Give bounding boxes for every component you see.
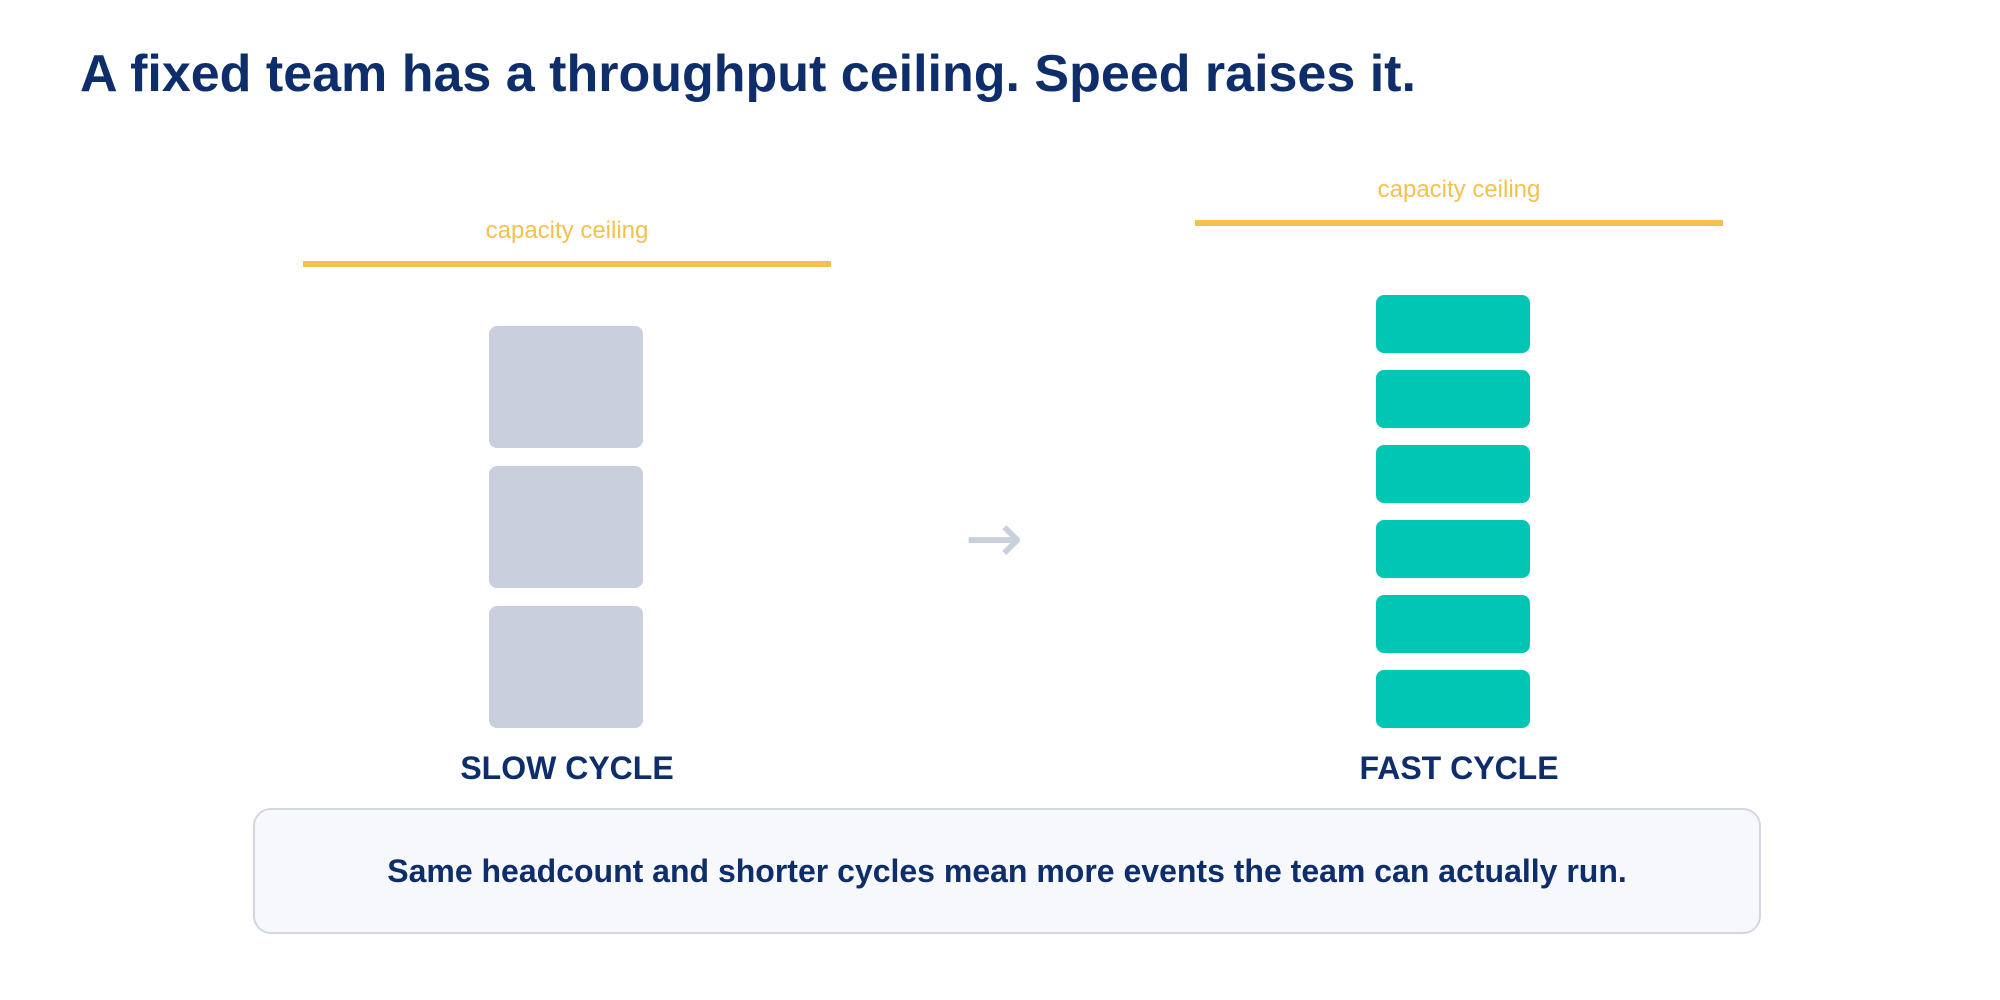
slow-cycle-block-stack bbox=[489, 326, 643, 728]
summary-callout: Same headcount and shorter cycles mean m… bbox=[253, 808, 1761, 934]
slow-cycle-block bbox=[489, 606, 643, 728]
slow-cycle-block bbox=[489, 466, 643, 588]
fast-cycle-block bbox=[1376, 595, 1530, 653]
fast-cycle-label: FAST CYCLE bbox=[1359, 750, 1559, 786]
fast-cycle-block bbox=[1376, 520, 1530, 578]
right-arrow-icon: → bbox=[964, 497, 1024, 579]
fast-cycle-block bbox=[1376, 370, 1530, 428]
slow-capacity-ceiling-line bbox=[303, 261, 831, 267]
summary-callout-text: Same headcount and shorter cycles mean m… bbox=[387, 852, 1627, 889]
fast-cycle-block bbox=[1376, 445, 1530, 503]
fast-capacity-ceiling-line bbox=[1195, 220, 1723, 226]
fast-cycle-block-stack bbox=[1376, 295, 1530, 728]
fast-cycle-block bbox=[1376, 295, 1530, 353]
slow-cycle-block bbox=[489, 326, 643, 448]
page-title: A fixed team has a throughput ceiling. S… bbox=[80, 45, 1416, 103]
fast-cycle-block bbox=[1376, 670, 1530, 728]
slow-capacity-ceiling-label: capacity ceiling bbox=[485, 217, 649, 244]
fast-capacity-ceiling-label: capacity ceiling bbox=[1377, 176, 1541, 203]
slow-cycle-label: SLOW CYCLE bbox=[460, 750, 674, 786]
